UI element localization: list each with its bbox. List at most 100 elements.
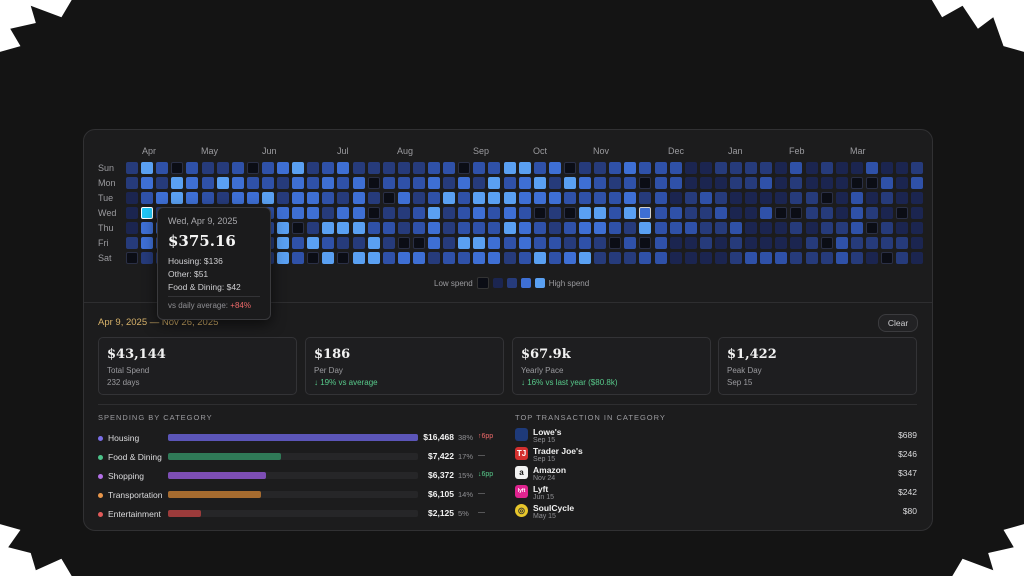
heatmap-day-cell[interactable] <box>503 177 516 189</box>
heatmap-day-cell[interactable] <box>201 177 214 189</box>
heatmap-day-cell[interactable] <box>458 222 471 234</box>
heatmap-day-cell[interactable] <box>126 162 138 174</box>
heatmap-day-cell[interactable] <box>624 207 637 219</box>
heatmap-day-cell[interactable] <box>307 177 320 189</box>
heatmap-day-cell[interactable] <box>277 192 289 204</box>
heatmap-day-cell[interactable] <box>639 222 652 234</box>
heatmap-day-cell[interactable] <box>684 237 697 249</box>
heatmap-day-cell[interactable] <box>322 162 335 174</box>
heatmap-day-cell[interactable] <box>141 177 154 189</box>
heatmap-day-cell[interactable] <box>624 237 637 249</box>
heatmap-day-cell[interactable] <box>503 252 516 264</box>
heatmap-day-cell[interactable] <box>367 192 380 204</box>
heatmap-day-cell[interactable] <box>594 207 607 219</box>
heatmap-day-cell[interactable] <box>458 237 471 249</box>
heatmap-day-cell[interactable] <box>382 192 395 204</box>
heatmap-day-cell[interactable] <box>503 207 516 219</box>
heatmap-day-cell[interactable] <box>337 177 350 189</box>
category-row[interactable]: Entertainment $2,125 5% — <box>98 507 488 521</box>
heatmap-day-cell[interactable] <box>881 222 893 234</box>
heatmap-day-cell[interactable] <box>171 162 184 174</box>
heatmap-day-cell[interactable] <box>382 222 395 234</box>
heatmap-day-cell[interactable] <box>533 222 546 234</box>
heatmap-day-cell[interactable] <box>141 237 154 249</box>
heatmap-day-cell[interactable] <box>216 192 229 204</box>
heatmap-day-cell[interactable] <box>141 252 154 264</box>
heatmap-day-cell[interactable] <box>579 177 591 189</box>
heatmap-day-cell[interactable] <box>352 177 365 189</box>
heatmap-day-cell[interactable] <box>790 177 803 189</box>
heatmap-day-cell[interactable] <box>669 177 682 189</box>
heatmap-day-cell[interactable] <box>594 177 607 189</box>
heatmap-day-cell[interactable] <box>367 222 380 234</box>
heatmap-day-cell[interactable] <box>186 162 199 174</box>
heatmap-day-cell[interactable] <box>473 162 486 174</box>
heatmap-day-cell[interactable] <box>277 162 289 174</box>
heatmap-day-cell[interactable] <box>428 237 440 249</box>
heatmap-day-cell[interactable] <box>654 222 667 234</box>
heatmap-day-cell[interactable] <box>790 192 803 204</box>
heatmap-day-cell[interactable] <box>775 222 788 234</box>
heatmap-day-cell[interactable] <box>307 252 320 264</box>
heatmap-day-cell[interactable] <box>533 177 546 189</box>
heatmap-day-cell[interactable] <box>231 192 244 204</box>
heatmap-day-cell[interactable] <box>352 252 365 264</box>
heatmap-day-cell[interactable] <box>609 162 622 174</box>
heatmap-day-cell[interactable] <box>624 162 637 174</box>
heatmap-day-cell[interactable] <box>412 177 425 189</box>
heatmap-day-cell[interactable] <box>307 207 320 219</box>
heatmap-day-cell[interactable] <box>669 237 682 249</box>
heatmap-day-cell[interactable] <box>171 177 184 189</box>
heatmap-day-cell[interactable] <box>896 222 909 234</box>
heatmap-day-cell[interactable] <box>216 177 229 189</box>
heatmap-day-cell[interactable] <box>654 207 667 219</box>
heatmap-day-cell[interactable] <box>820 252 833 264</box>
heatmap-day-cell[interactable] <box>307 237 320 249</box>
heatmap-day-cell[interactable] <box>367 207 380 219</box>
transaction-row[interactable]: a Amazon Nov 24 $347 <box>515 465 917 483</box>
heatmap-day-cell[interactable] <box>699 222 712 234</box>
heatmap-day-cell[interactable] <box>473 237 486 249</box>
heatmap-day-cell[interactable] <box>382 207 395 219</box>
heatmap-day-cell[interactable] <box>865 222 878 234</box>
heatmap-day-cell[interactable] <box>488 192 501 204</box>
heatmap-day-cell[interactable] <box>639 237 652 249</box>
heatmap-day-cell[interactable] <box>428 162 440 174</box>
heatmap-day-cell[interactable] <box>443 162 456 174</box>
heatmap-day-cell[interactable] <box>503 192 516 204</box>
heatmap-day-cell[interactable] <box>548 207 561 219</box>
heatmap-day-cell[interactable] <box>805 222 818 234</box>
heatmap-day-cell[interactable] <box>896 237 909 249</box>
heatmap-day-cell[interactable] <box>594 222 607 234</box>
heatmap-day-cell[interactable] <box>156 177 169 189</box>
heatmap-day-cell[interactable] <box>654 177 667 189</box>
heatmap-day-cell[interactable] <box>699 162 712 174</box>
heatmap-day-cell[interactable] <box>382 252 395 264</box>
heatmap-day-cell[interactable] <box>624 192 637 204</box>
heatmap-day-cell[interactable] <box>850 192 863 204</box>
heatmap-day-cell[interactable] <box>820 162 833 174</box>
heatmap-day-cell[interactable] <box>684 177 697 189</box>
heatmap-day-cell[interactable] <box>805 162 818 174</box>
heatmap-day-cell[interactable] <box>443 222 456 234</box>
heatmap-day-cell[interactable] <box>881 162 893 174</box>
heatmap-day-cell[interactable] <box>261 162 274 174</box>
heatmap-day-cell[interactable] <box>820 237 833 249</box>
heatmap-day-cell[interactable] <box>730 237 742 249</box>
heatmap-day-cell[interactable] <box>669 252 682 264</box>
heatmap-day-cell[interactable] <box>579 252 591 264</box>
heatmap-day-cell[interactable] <box>443 237 456 249</box>
heatmap-day-cell[interactable] <box>458 207 471 219</box>
heatmap-day-cell[interactable] <box>730 192 742 204</box>
heatmap-day-cell[interactable] <box>367 162 380 174</box>
heatmap-day-cell[interactable] <box>865 162 878 174</box>
heatmap-day-cell[interactable] <box>533 237 546 249</box>
heatmap-day-cell[interactable] <box>141 162 154 174</box>
heatmap-day-cell[interactable] <box>579 207 591 219</box>
heatmap-day-cell[interactable] <box>579 237 591 249</box>
heatmap-day-cell[interactable] <box>156 162 169 174</box>
heatmap-day-cell[interactable] <box>865 252 878 264</box>
heatmap-day-cell[interactable] <box>730 222 742 234</box>
heatmap-day-cell[interactable] <box>503 162 516 174</box>
heatmap-day-cell[interactable] <box>126 192 138 204</box>
